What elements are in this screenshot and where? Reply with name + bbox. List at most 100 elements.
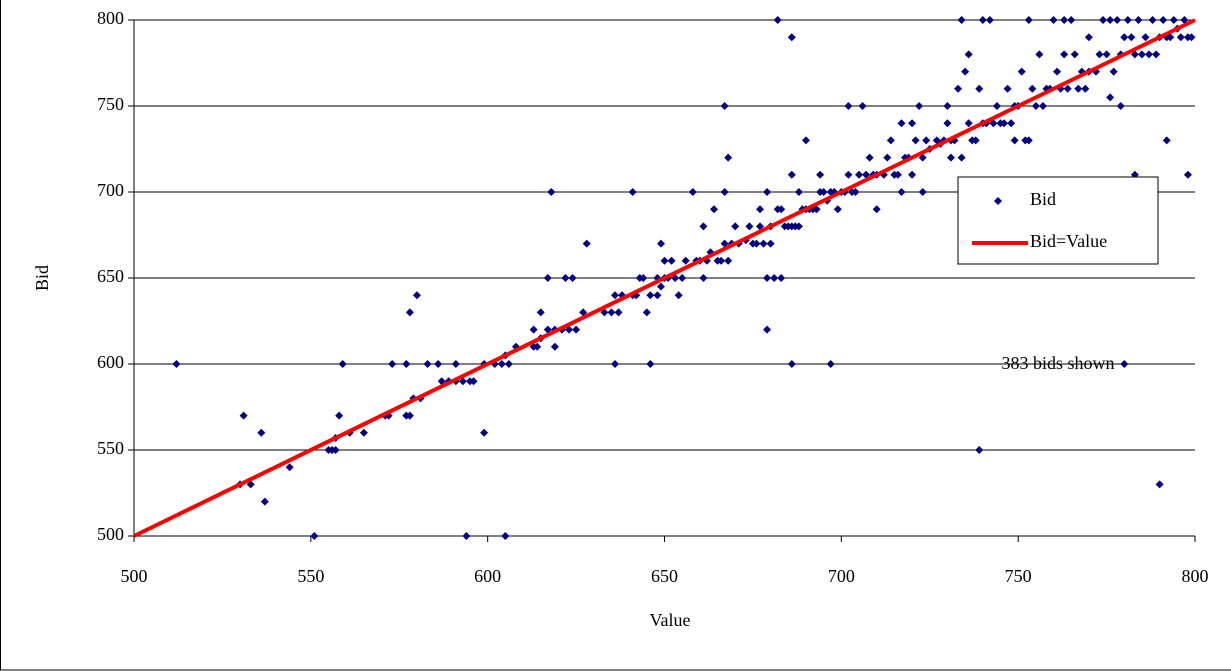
point	[992, 102, 1001, 110]
point	[1183, 170, 1192, 179]
point	[777, 205, 786, 214]
point	[922, 136, 931, 145]
point	[787, 33, 796, 42]
x-tick-label: 550	[297, 566, 324, 586]
point	[865, 153, 874, 162]
point	[405, 308, 414, 317]
point	[1060, 16, 1069, 24]
point	[1187, 33, 1196, 42]
point	[674, 291, 683, 300]
point	[1113, 16, 1122, 24]
point	[388, 360, 397, 368]
point	[1028, 84, 1037, 93]
point	[1031, 102, 1040, 110]
point	[533, 342, 542, 351]
point	[1063, 84, 1072, 93]
point	[971, 136, 980, 145]
point	[763, 274, 772, 282]
point	[359, 428, 368, 437]
point	[1067, 16, 1076, 24]
legend-box	[957, 176, 1159, 265]
point	[1141, 33, 1150, 42]
point	[1106, 93, 1115, 102]
point	[897, 188, 906, 196]
point	[763, 325, 772, 334]
point	[1123, 16, 1132, 24]
point	[851, 188, 860, 196]
point	[720, 102, 729, 110]
point	[964, 119, 973, 128]
y-tick-label: 700	[97, 180, 124, 200]
point	[405, 411, 414, 420]
point	[1145, 50, 1154, 59]
point	[1017, 67, 1026, 76]
point	[897, 119, 906, 128]
point	[766, 239, 775, 248]
point	[1148, 16, 1157, 24]
point	[1035, 50, 1044, 59]
point	[1003, 84, 1012, 93]
point	[755, 205, 764, 214]
point	[1102, 50, 1111, 59]
point	[257, 428, 266, 437]
point	[550, 342, 559, 351]
point	[699, 222, 708, 231]
point	[833, 205, 842, 214]
point	[1116, 102, 1125, 110]
point	[706, 248, 715, 257]
point	[335, 411, 344, 420]
point	[1106, 16, 1115, 24]
point	[978, 16, 987, 24]
point	[724, 153, 733, 162]
point	[1074, 84, 1083, 93]
point	[1070, 50, 1079, 59]
y-axis-label: Bid	[32, 265, 52, 291]
point	[1134, 16, 1143, 24]
point	[699, 274, 708, 282]
annotation: 383 bids shown	[1001, 353, 1114, 373]
point	[777, 274, 786, 282]
point	[547, 188, 556, 196]
point	[1084, 33, 1093, 42]
x-tick-label: 800	[1182, 566, 1209, 586]
y-tick-label: 550	[97, 438, 124, 458]
point	[469, 377, 478, 386]
point	[656, 282, 665, 291]
point	[1159, 16, 1168, 24]
x-tick-label: 500	[121, 566, 148, 586]
point	[1162, 136, 1171, 145]
point	[1120, 360, 1129, 368]
point	[816, 170, 825, 179]
point	[731, 222, 740, 231]
point	[855, 170, 864, 179]
point	[480, 428, 489, 437]
point	[504, 360, 513, 368]
y-tick-label: 600	[97, 352, 124, 372]
legend-marker	[994, 197, 1002, 205]
point	[752, 239, 761, 248]
x-axis-label: Value	[650, 610, 691, 630]
point	[918, 188, 927, 196]
point	[434, 360, 443, 368]
point	[260, 497, 269, 506]
point	[610, 360, 619, 368]
point	[957, 153, 966, 162]
point	[826, 360, 835, 368]
x-tick-label: 700	[828, 566, 855, 586]
point	[893, 170, 902, 179]
point	[338, 360, 347, 368]
point	[872, 205, 881, 214]
point	[1155, 480, 1164, 489]
point	[412, 291, 421, 300]
legend-label: Bid=Value	[1030, 231, 1107, 251]
point	[819, 188, 828, 196]
point	[844, 170, 853, 179]
point	[961, 67, 970, 76]
reference-line	[133, 18, 1196, 538]
point	[610, 291, 619, 300]
point	[628, 188, 637, 196]
point	[642, 308, 651, 317]
point	[724, 256, 733, 265]
point	[773, 16, 782, 24]
point	[607, 308, 616, 317]
